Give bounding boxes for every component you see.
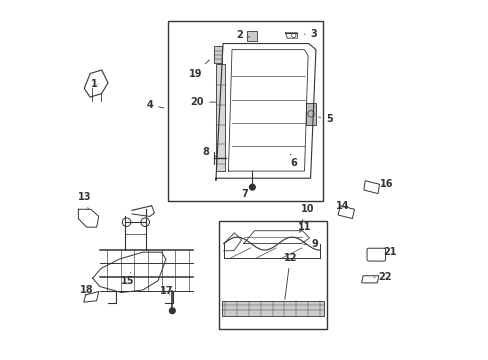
Text: 14: 14 bbox=[335, 201, 349, 211]
Text: 15: 15 bbox=[121, 272, 134, 286]
Text: 11: 11 bbox=[297, 222, 311, 232]
Text: 1: 1 bbox=[91, 78, 98, 89]
Text: 19: 19 bbox=[188, 60, 209, 78]
Text: 2: 2 bbox=[235, 30, 249, 40]
Text: 13: 13 bbox=[78, 192, 91, 209]
Text: 22: 22 bbox=[373, 272, 390, 282]
Polygon shape bbox=[247, 31, 257, 41]
Text: 10: 10 bbox=[300, 204, 314, 225]
Polygon shape bbox=[221, 301, 323, 316]
Text: 9: 9 bbox=[303, 239, 318, 249]
Bar bbox=[218, 221, 326, 329]
Text: 18: 18 bbox=[80, 285, 93, 295]
Text: 21: 21 bbox=[383, 247, 396, 257]
Text: 4: 4 bbox=[146, 100, 163, 110]
Text: 17: 17 bbox=[160, 287, 173, 296]
Text: 16: 16 bbox=[379, 179, 393, 189]
Text: 12: 12 bbox=[283, 253, 296, 300]
Text: 8: 8 bbox=[202, 147, 216, 157]
Text: 20: 20 bbox=[190, 97, 216, 107]
Text: 3: 3 bbox=[304, 28, 317, 39]
Polygon shape bbox=[216, 64, 224, 171]
Text: 6: 6 bbox=[290, 154, 297, 168]
Polygon shape bbox=[214, 46, 222, 63]
Text: 7: 7 bbox=[241, 187, 251, 199]
Circle shape bbox=[169, 308, 175, 314]
Polygon shape bbox=[305, 103, 315, 125]
Bar bbox=[167, 21, 323, 202]
Text: 5: 5 bbox=[318, 114, 332, 124]
Circle shape bbox=[249, 184, 255, 190]
